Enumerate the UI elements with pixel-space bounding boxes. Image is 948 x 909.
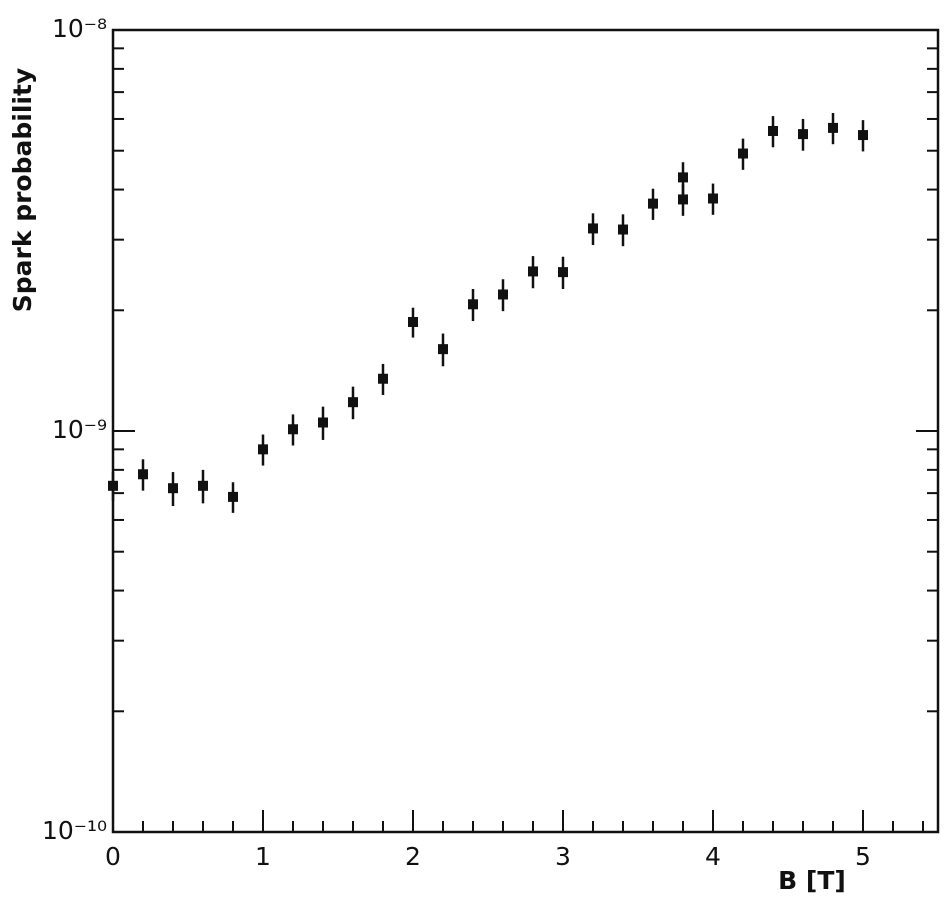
y-tick-label: 10⁻¹⁰ bbox=[42, 816, 107, 845]
x-tick-label: 0 bbox=[105, 842, 121, 871]
data-point bbox=[468, 299, 478, 310]
data-point bbox=[738, 148, 748, 159]
y-tick-label: 10⁻⁸ bbox=[52, 14, 107, 43]
data-point bbox=[318, 417, 328, 428]
x-tick-label: 2 bbox=[405, 842, 421, 871]
x-tick-label: 1 bbox=[255, 842, 271, 871]
data-point bbox=[408, 316, 418, 327]
data-point bbox=[108, 480, 118, 491]
x-tick-label: 5 bbox=[855, 842, 871, 871]
data-point bbox=[768, 125, 778, 136]
data-point bbox=[558, 267, 568, 278]
data-point bbox=[798, 129, 808, 140]
data-point bbox=[618, 224, 628, 235]
data-point bbox=[138, 469, 148, 480]
x-tick-label: 3 bbox=[555, 842, 571, 871]
data-point bbox=[498, 289, 508, 300]
data-point bbox=[678, 172, 688, 183]
y-axis-label: Spark probability bbox=[8, 68, 37, 312]
data-point bbox=[228, 491, 238, 502]
data-point bbox=[168, 483, 178, 494]
data-point bbox=[858, 130, 868, 141]
data-point bbox=[258, 444, 268, 455]
data-point bbox=[828, 122, 838, 133]
plot-frame bbox=[111, 28, 940, 834]
data-point bbox=[288, 424, 298, 435]
data-point bbox=[528, 266, 538, 277]
x-axis-label: B [T] bbox=[778, 866, 846, 895]
data-point bbox=[348, 397, 358, 408]
data-point bbox=[378, 373, 388, 384]
data-point bbox=[198, 480, 208, 491]
data-point bbox=[588, 223, 598, 234]
data-point bbox=[438, 344, 448, 355]
data-point bbox=[648, 198, 658, 209]
data-point bbox=[708, 193, 718, 204]
data-point bbox=[678, 194, 688, 205]
y-tick-label: 10⁻⁹ bbox=[52, 415, 107, 444]
x-tick-label: 4 bbox=[705, 842, 721, 871]
